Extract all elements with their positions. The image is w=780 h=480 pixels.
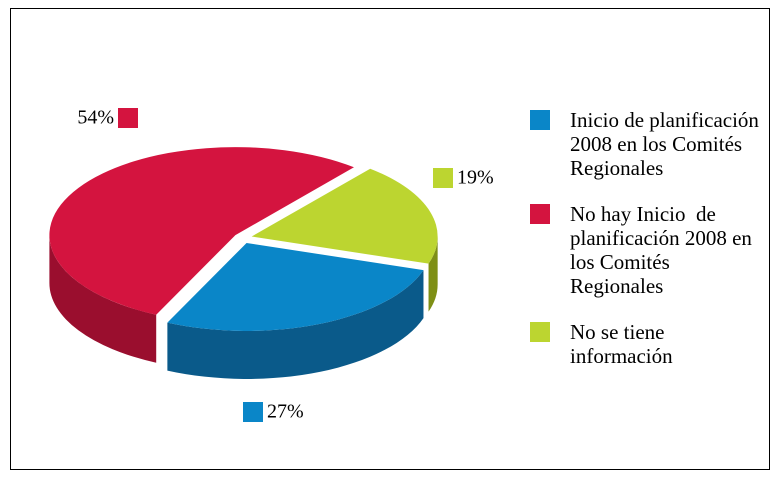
legend-label: Inicio de planificación 2008 en los Comi… <box>570 108 765 180</box>
chart-frame <box>10 8 770 470</box>
legend-swatch <box>530 322 550 342</box>
data-label: 19% <box>457 167 494 189</box>
legend-item: No se tiene información <box>530 320 760 368</box>
label-swatch <box>433 168 453 188</box>
legend-swatch <box>530 204 550 224</box>
slice-side <box>428 236 438 312</box>
legend-item: No hay Inicio de planificación 2008 en l… <box>530 202 760 298</box>
data-label: 27% <box>267 401 304 423</box>
slice-side <box>49 235 157 363</box>
slice <box>49 147 354 315</box>
legend-item: Inicio de planificación 2008 en los Comi… <box>530 108 760 180</box>
legend-swatch <box>530 110 550 130</box>
label-swatch <box>243 402 263 422</box>
slice <box>167 242 424 331</box>
label-swatch <box>118 108 138 128</box>
legend-label: No hay Inicio de planificación 2008 en l… <box>570 202 758 298</box>
slice <box>251 168 438 264</box>
legend: Inicio de planificación 2008 en los Comi… <box>530 108 760 390</box>
slice-side <box>167 270 424 379</box>
data-label: 54% <box>77 107 114 129</box>
legend-label: No se tiene información <box>570 320 673 368</box>
